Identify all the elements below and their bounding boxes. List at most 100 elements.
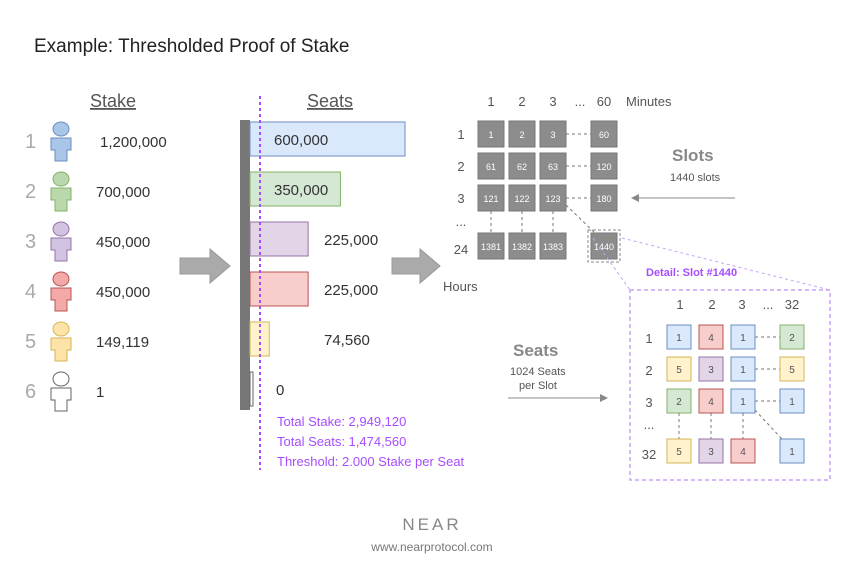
svg-text:1: 1 (740, 365, 746, 376)
svg-text:5: 5 (676, 447, 682, 458)
slot-cell: 180 (590, 184, 618, 212)
svg-text:1: 1 (740, 397, 746, 408)
slot-cell: 123 (539, 184, 567, 212)
detail-col-label: 3 (738, 297, 745, 312)
validator-index: 2 (25, 181, 36, 203)
person-icon (50, 171, 72, 212)
svg-text:121: 121 (483, 194, 498, 204)
detail-box (629, 289, 831, 481)
seat-value-label: 225,000 (324, 232, 378, 249)
slot-cell: 120 (590, 152, 618, 180)
svg-text:5: 5 (789, 365, 795, 376)
slot-cell: 1383 (539, 232, 567, 260)
slot-col-label: 60 (597, 94, 611, 109)
svg-text:123: 123 (545, 194, 560, 204)
seat-cell: 4 (698, 388, 724, 414)
validator-stake: 149,119 (96, 334, 149, 351)
seat-cell: 4 (730, 438, 756, 464)
validator-stake: 1 (96, 384, 104, 401)
svg-text:62: 62 (517, 162, 527, 172)
slot-cell: 62 (508, 152, 536, 180)
validator-stake: 700,000 (96, 184, 150, 201)
seat-cell: 3 (698, 356, 724, 382)
detail-row-label: 1 (645, 331, 652, 346)
svg-text:1: 1 (488, 130, 493, 140)
slot-col-label: ... (575, 94, 586, 109)
seats-callout-sub1: 1024 Seats (510, 366, 566, 378)
slot-cell: 1382 (508, 232, 536, 260)
seat-value-label: 0 (276, 382, 284, 399)
seats-callout-sub2: per Slot (519, 380, 557, 392)
person-icon (50, 221, 72, 262)
seat-cell: 5 (779, 356, 805, 382)
seat-bar (249, 371, 254, 407)
slot-cell: 60 (590, 120, 618, 148)
seats-heading: Seats (307, 91, 353, 111)
slot-cell: 61 (477, 152, 505, 180)
person-icon (50, 121, 72, 162)
seat-totals: Total Stake: 2,949,120 Total Seats: 1,474… (277, 414, 465, 469)
validator-stake: 450,000 (96, 284, 150, 301)
seat-bar (249, 171, 341, 207)
detail-grid: 1 2 3... 32 1 2 3... 32 1 4 1 2 5 3 1 5 2 4 1 1 5 3 4 1 (642, 297, 805, 464)
detail-connector (621, 237, 831, 291)
slot-cell: 2 (508, 120, 536, 148)
svg-text:3: 3 (708, 365, 714, 376)
svg-text:2: 2 (789, 333, 795, 344)
slot-row-label: 2 (457, 159, 464, 174)
slot-cell: 122 (508, 184, 536, 212)
svg-text:5: 5 (676, 365, 682, 376)
slot-cell: 63 (539, 152, 567, 180)
seat-cell: 2 (779, 324, 805, 350)
slot-col-label: 2 (518, 94, 525, 109)
slot-cell: 1440 (587, 229, 621, 263)
slot-cell: 1 (477, 120, 505, 148)
seat-cell: 5 (666, 438, 692, 464)
svg-text:1: 1 (740, 333, 746, 344)
validator-index: 1 (25, 131, 36, 153)
svg-text:2: 2 (519, 130, 524, 140)
validator-index: 6 (25, 381, 36, 403)
seat-cell: 5 (666, 356, 692, 382)
slot-cell: 1381 (477, 232, 505, 260)
hours-label: Hours (443, 279, 478, 294)
seat-cell: 3 (698, 438, 724, 464)
detail-diag-connector (754, 409, 783, 440)
seat-bar (249, 121, 406, 157)
svg-text:1: 1 (676, 333, 682, 344)
detail-connector (592, 237, 631, 291)
detail-col-label: 32 (785, 297, 799, 312)
svg-text:3: 3 (708, 447, 714, 458)
seat-cell: 1 (666, 324, 692, 350)
validator-index: 4 (25, 281, 36, 303)
svg-text:4: 4 (708, 397, 714, 408)
validator-index: 5 (25, 331, 36, 353)
arrow-stake-to-seats (179, 247, 231, 285)
person-icon (50, 271, 72, 312)
seat-cell: 1 (730, 388, 756, 414)
slot-row-label: 3 (457, 191, 464, 206)
svg-text:1383: 1383 (543, 242, 563, 252)
validator-index: 3 (25, 231, 36, 253)
detail-col-label: ... (763, 297, 774, 312)
svg-text:4: 4 (740, 447, 746, 458)
slot-cell: 121 (477, 184, 505, 212)
seat-bars: 600,000 350,000 225,000 225,000 74,560 0 (249, 121, 406, 407)
minutes-label: Minutes (626, 94, 672, 109)
detail-title: Detail: Slot #1440 (646, 267, 737, 279)
svg-text:60: 60 (599, 130, 609, 140)
svg-text:122: 122 (514, 194, 529, 204)
seat-value-label: 600,000 (274, 132, 328, 149)
svg-text:1: 1 (789, 447, 795, 458)
seat-cell: 1 (779, 388, 805, 414)
validator-stake: 1,200,000 (100, 134, 167, 151)
slot-diag-connector (565, 204, 596, 234)
validator-stake: 450,000 (96, 234, 150, 251)
svg-text:1382: 1382 (512, 242, 532, 252)
detail-col-label: 1 (676, 297, 683, 312)
seat-cell: 2 (666, 388, 692, 414)
seat-bar (249, 221, 309, 257)
seat-value-label: 350,000 (274, 182, 328, 199)
